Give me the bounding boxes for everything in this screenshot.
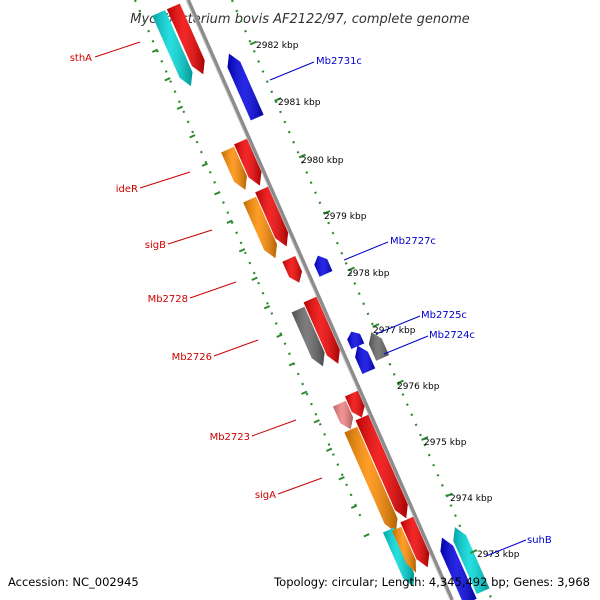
minor-tick (164, 77, 171, 82)
kbp-label-2982: 2982 kbp (256, 41, 299, 51)
gene-after-sigA-orange-shading (392, 526, 416, 573)
gene-Mb2731c-shading (227, 53, 264, 121)
minor-tick (301, 390, 308, 395)
kbp-label-2976: 2976 kbp (397, 382, 440, 392)
minor-tick (350, 504, 358, 509)
topology-summary: Topology: circular; Length: 4,345,492 bp… (273, 575, 590, 589)
leader-Mb2723 (251, 419, 297, 437)
gene-after-sigA-cyan-shading (383, 527, 415, 587)
leader-suhB (485, 539, 527, 557)
major-tick (274, 97, 282, 102)
map-title: Mycobacterium bovis AF2122/97, complete … (130, 12, 469, 27)
gene-Mb2726-gray-shading (291, 306, 325, 367)
forward-label-group: sthA ideR sigB Mb2728 Mb2726 Mb2723 sigA (70, 41, 323, 501)
gene-sthA-red-shading (166, 3, 205, 75)
gene-Mb2727c-shading (314, 255, 333, 277)
gene-ideR-red-shading (234, 138, 262, 186)
kbp-label-2974: 2974 kbp (450, 494, 493, 504)
gene-label-Mb2724c[interactable]: Mb2724c (429, 330, 475, 341)
major-tick (470, 549, 478, 554)
genome-backbone-highlight (185, 0, 451, 600)
gene-suhB-blue-shading (440, 537, 477, 600)
minor-tick (251, 276, 258, 281)
gene-label-Mb2728[interactable]: Mb2728 (148, 294, 188, 305)
gene-label-sigB[interactable]: sigB (145, 240, 166, 251)
leader-Mb2727c (343, 241, 389, 261)
kbp-label-2981: 2981 kbp (278, 98, 321, 108)
leader-sigA (277, 477, 323, 495)
gene-label-Mb2731c[interactable]: Mb2731c (316, 56, 362, 67)
reverse-label-group: Mb2731c Mb2727c Mb2725c Mb2724c suhB (269, 56, 552, 557)
minor-tick (276, 333, 283, 338)
leader-ideR (139, 171, 191, 189)
minor-tick (238, 248, 246, 253)
kbp-label-2975: 2975 kbp (424, 438, 467, 448)
gene-Mb2723-red-shading (345, 390, 365, 418)
minor-tick (189, 134, 196, 139)
gene-label-Mb2723[interactable]: Mb2723 (210, 432, 250, 443)
leader-sthA (94, 41, 141, 58)
major-tick (347, 266, 355, 272)
kbp-label-2980: 2980 kbp (301, 156, 344, 166)
kbp-label-2973: 2973 kbp (477, 550, 520, 560)
gene-label-Mb2727c[interactable]: Mb2727c (390, 236, 436, 247)
gene-label-Mb2725c[interactable]: Mb2725c (421, 310, 467, 321)
gene-sigB-orange-shading (243, 196, 277, 259)
gene-Mb2725c-2-shading (355, 345, 376, 374)
minor-tick (176, 105, 183, 110)
gene-after-sigA-red-shading (400, 516, 430, 568)
minor-tick (363, 533, 370, 538)
gene-sigB-red-shading (255, 186, 289, 247)
gene-sigA-orange-shading (344, 426, 398, 533)
genome-backbone (186, 0, 454, 600)
leader-Mb2728 (189, 281, 237, 299)
gene-Mb2723-pink-shading (333, 400, 354, 430)
major-tick (249, 40, 258, 46)
leader-Mb2724c (383, 335, 429, 355)
major-tick (445, 492, 453, 498)
major-tick (372, 323, 380, 328)
minor-tick (326, 447, 333, 452)
gene-suhB-cyan-shading (453, 527, 490, 594)
minor-tick (214, 191, 221, 196)
major-tick (396, 379, 404, 385)
gene-Mb2728-red-shading (282, 256, 302, 283)
gene-sigA-red-shading (355, 414, 408, 519)
gene-features (152, 3, 490, 600)
minor-tick (201, 162, 208, 167)
gene-label-Mb2726[interactable]: Mb2726 (172, 352, 212, 363)
minor-ticks (151, 40, 478, 554)
minor-tick (151, 48, 159, 53)
kbp-label-2978: 2978 kbp (347, 269, 390, 279)
leader-Mb2731c (269, 61, 315, 81)
kbp-label-2977: 2977 kbp (373, 326, 416, 336)
leader-Mb2726 (213, 339, 259, 357)
gene-Mb2725c-shading (347, 331, 365, 349)
gene-label-ideR[interactable]: ideR (116, 184, 138, 195)
major-tick (298, 153, 306, 159)
minor-tick (263, 305, 271, 310)
major-tick (421, 436, 429, 441)
accession-text: Accession: NC_002945 (8, 575, 139, 589)
outer-dotted-ring (230, 0, 494, 600)
gene-sthA-cyan-shading (152, 10, 193, 87)
gene-Mb2726-red-shading (303, 296, 340, 364)
minor-tick (338, 476, 345, 481)
kbp-label-2979: 2979 kbp (324, 212, 367, 222)
gene-label-sthA[interactable]: sthA (70, 53, 92, 64)
major-tick (323, 210, 331, 215)
gene-label-suhB[interactable]: suhB (527, 535, 552, 546)
leader-sigB (167, 229, 213, 245)
minor-tick (288, 362, 295, 367)
gene-ideR-orange-shading (221, 146, 247, 190)
gene-Mb2724c-shading (368, 332, 389, 361)
minor-tick (226, 219, 233, 224)
minor-tick (313, 419, 320, 424)
leader-Mb2725c (375, 315, 421, 335)
gene-label-sigA[interactable]: sigA (255, 490, 276, 501)
